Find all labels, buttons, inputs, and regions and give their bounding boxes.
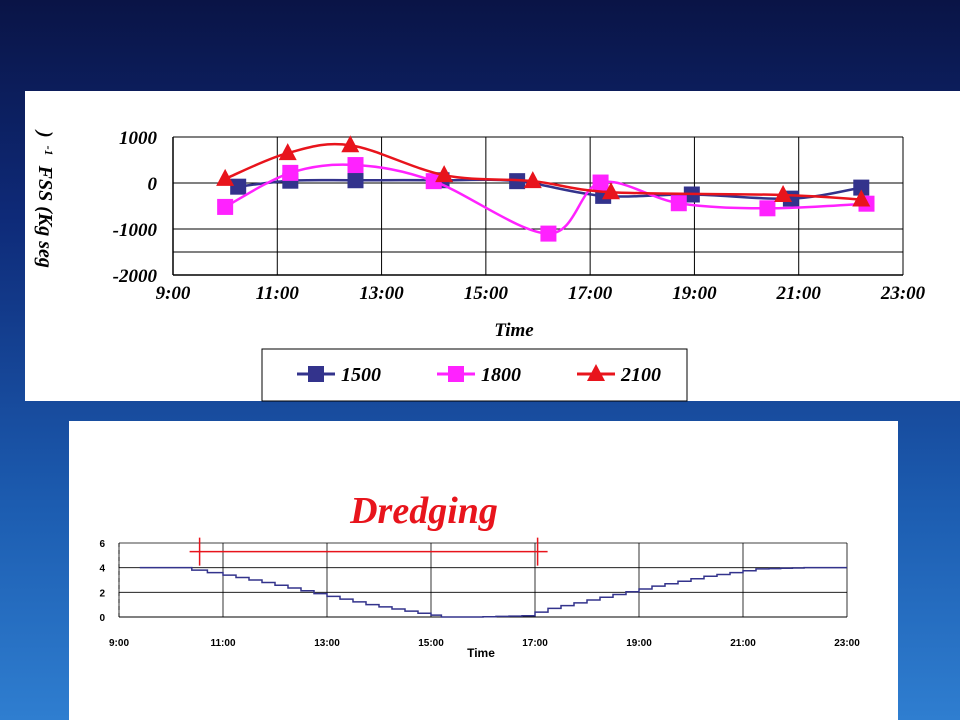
dredging-label: Dredging	[349, 490, 498, 532]
y-axis-title-main: FSS (Kg seg	[34, 165, 56, 268]
data-point-1500	[853, 179, 870, 196]
y-axis-title-superscript: -1	[42, 146, 56, 156]
data-point-1800	[217, 198, 234, 215]
legend-marker-2100	[587, 364, 605, 381]
x-tick-label: 15:00	[418, 638, 444, 649]
legend-label-2100: 2100	[620, 364, 661, 386]
y-axis-title-close: )	[34, 129, 56, 138]
y-tick-label: 6	[99, 539, 105, 550]
legend-label-1800: 1800	[481, 364, 521, 386]
x-tick-label: 17:00	[568, 283, 613, 304]
x-tick-label: 23:00	[880, 283, 926, 304]
data-point-1800	[670, 195, 687, 212]
data-point-1800	[425, 173, 442, 190]
data-point-1800	[540, 225, 557, 242]
y-tick-label: 0	[99, 613, 105, 624]
y-tick-label: -2000	[113, 266, 158, 287]
data-point-1500	[347, 172, 364, 189]
data-point-1800	[282, 164, 299, 181]
x-tick-label: 13:00	[314, 638, 340, 649]
y-axis-title: ) -1 FSS (Kg seg	[34, 129, 56, 268]
fss-chart-panel: 1000 0 -1000 -2000 9:00 11:00 13:00 15:00 17:00 1…	[25, 91, 960, 402]
depth-chart: 6 4 2 0 9:00 11:00 13:00 15:00 17:00 19:00 21:00 23…	[99, 490, 860, 660]
series-line-2100	[224, 142, 862, 201]
y-axis-title-text: ) -1 FSS (Kg seg	[34, 129, 56, 268]
data-point-1500	[230, 178, 247, 195]
y-tick-label: 0	[148, 174, 158, 195]
x-tick-label: 13:00	[359, 283, 404, 304]
data-point-2100	[435, 165, 454, 183]
data-point-2100	[341, 135, 360, 153]
data-point-2100	[774, 184, 793, 202]
x-tick-label: 19:00	[626, 638, 652, 649]
y-tick-label: 2	[99, 588, 105, 599]
data-point-2100	[602, 182, 620, 200]
x-tick-label: 23:00	[834, 638, 860, 649]
legend-marker-1800	[448, 366, 464, 382]
legend-marker-1500	[308, 366, 324, 382]
legend-label-1500: 1500	[341, 364, 381, 386]
depth-line	[139, 566, 847, 618]
data-point-2100	[278, 143, 297, 161]
x-tick-label: 17:00	[522, 638, 548, 649]
data-point-2100	[216, 168, 235, 186]
y-tick-label: 1000	[119, 128, 158, 149]
y-tick-label: -1000	[113, 220, 158, 241]
x-tick-label: 19:00	[672, 283, 717, 304]
x-tick-label: 15:00	[464, 283, 509, 304]
data-point-2100	[523, 171, 542, 189]
data-point-2100	[852, 189, 871, 207]
y-tick-label: 4	[99, 564, 105, 575]
data-point-1800	[347, 157, 364, 174]
dredging-chart-panel: 6 4 2 0 9:00 11:00 13:00 15:00 17:00 19:00 21:00 23…	[69, 421, 898, 720]
x-tick-label: 9:00	[109, 638, 129, 649]
x-tick-label: 11:00	[256, 283, 300, 304]
data-point-1800	[759, 200, 776, 217]
x-tick-label: 11:00	[210, 638, 235, 649]
x-axis-title: Time	[467, 646, 495, 660]
x-tick-label: 21:00	[776, 283, 822, 304]
x-axis-title: Time	[494, 320, 534, 341]
x-tick-label: 21:00	[730, 638, 756, 649]
data-point-1800	[592, 174, 609, 191]
legend: 1500 1800 2100	[261, 348, 688, 402]
x-tick-label: 9:00	[156, 283, 191, 304]
